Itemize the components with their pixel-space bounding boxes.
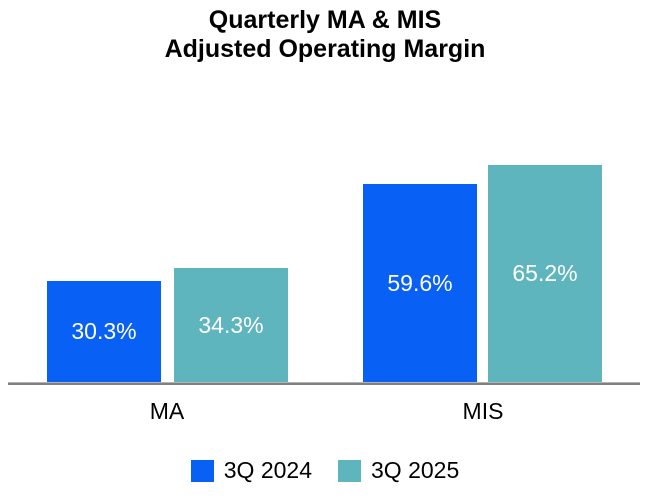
bar-value-label: 59.6% xyxy=(387,269,453,296)
bar-mis-3q2025: 65.2% xyxy=(488,165,602,382)
chart-title: Quarterly MA & MIS Adjusted Operating Ma… xyxy=(0,6,650,64)
legend: 3Q 2024 3Q 2025 xyxy=(0,457,650,484)
category-label-ma: MA xyxy=(149,398,185,424)
legend-label-3q2024: 3Q 2024 xyxy=(223,457,312,483)
legend-item-3q2024: 3Q 2024 xyxy=(190,457,312,484)
bar-value-label: 65.2% xyxy=(512,260,578,286)
bar-value-label: 30.3% xyxy=(71,318,137,344)
legend-item-3q2025: 3Q 2025 xyxy=(338,457,459,484)
bar-mis-3q2024: 59.6% xyxy=(363,184,477,382)
legend-swatch-3q2025 xyxy=(338,459,361,482)
category-label-mis: MIS xyxy=(462,398,504,424)
bar-ma-3q2024: 30.3% xyxy=(47,281,161,382)
bar-value-label: 34.3% xyxy=(198,311,264,338)
chart-title-line-2: Adjusted Operating Margin xyxy=(164,35,486,63)
legend-label-3q2025: 3Q 2025 xyxy=(371,457,460,483)
legend-swatch-3q2024 xyxy=(190,459,214,482)
chart-title-line-1: Quarterly MA & MIS xyxy=(208,6,442,34)
x-axis-line xyxy=(8,382,640,385)
bar-ma-3q2025: 34.3% xyxy=(174,268,288,382)
